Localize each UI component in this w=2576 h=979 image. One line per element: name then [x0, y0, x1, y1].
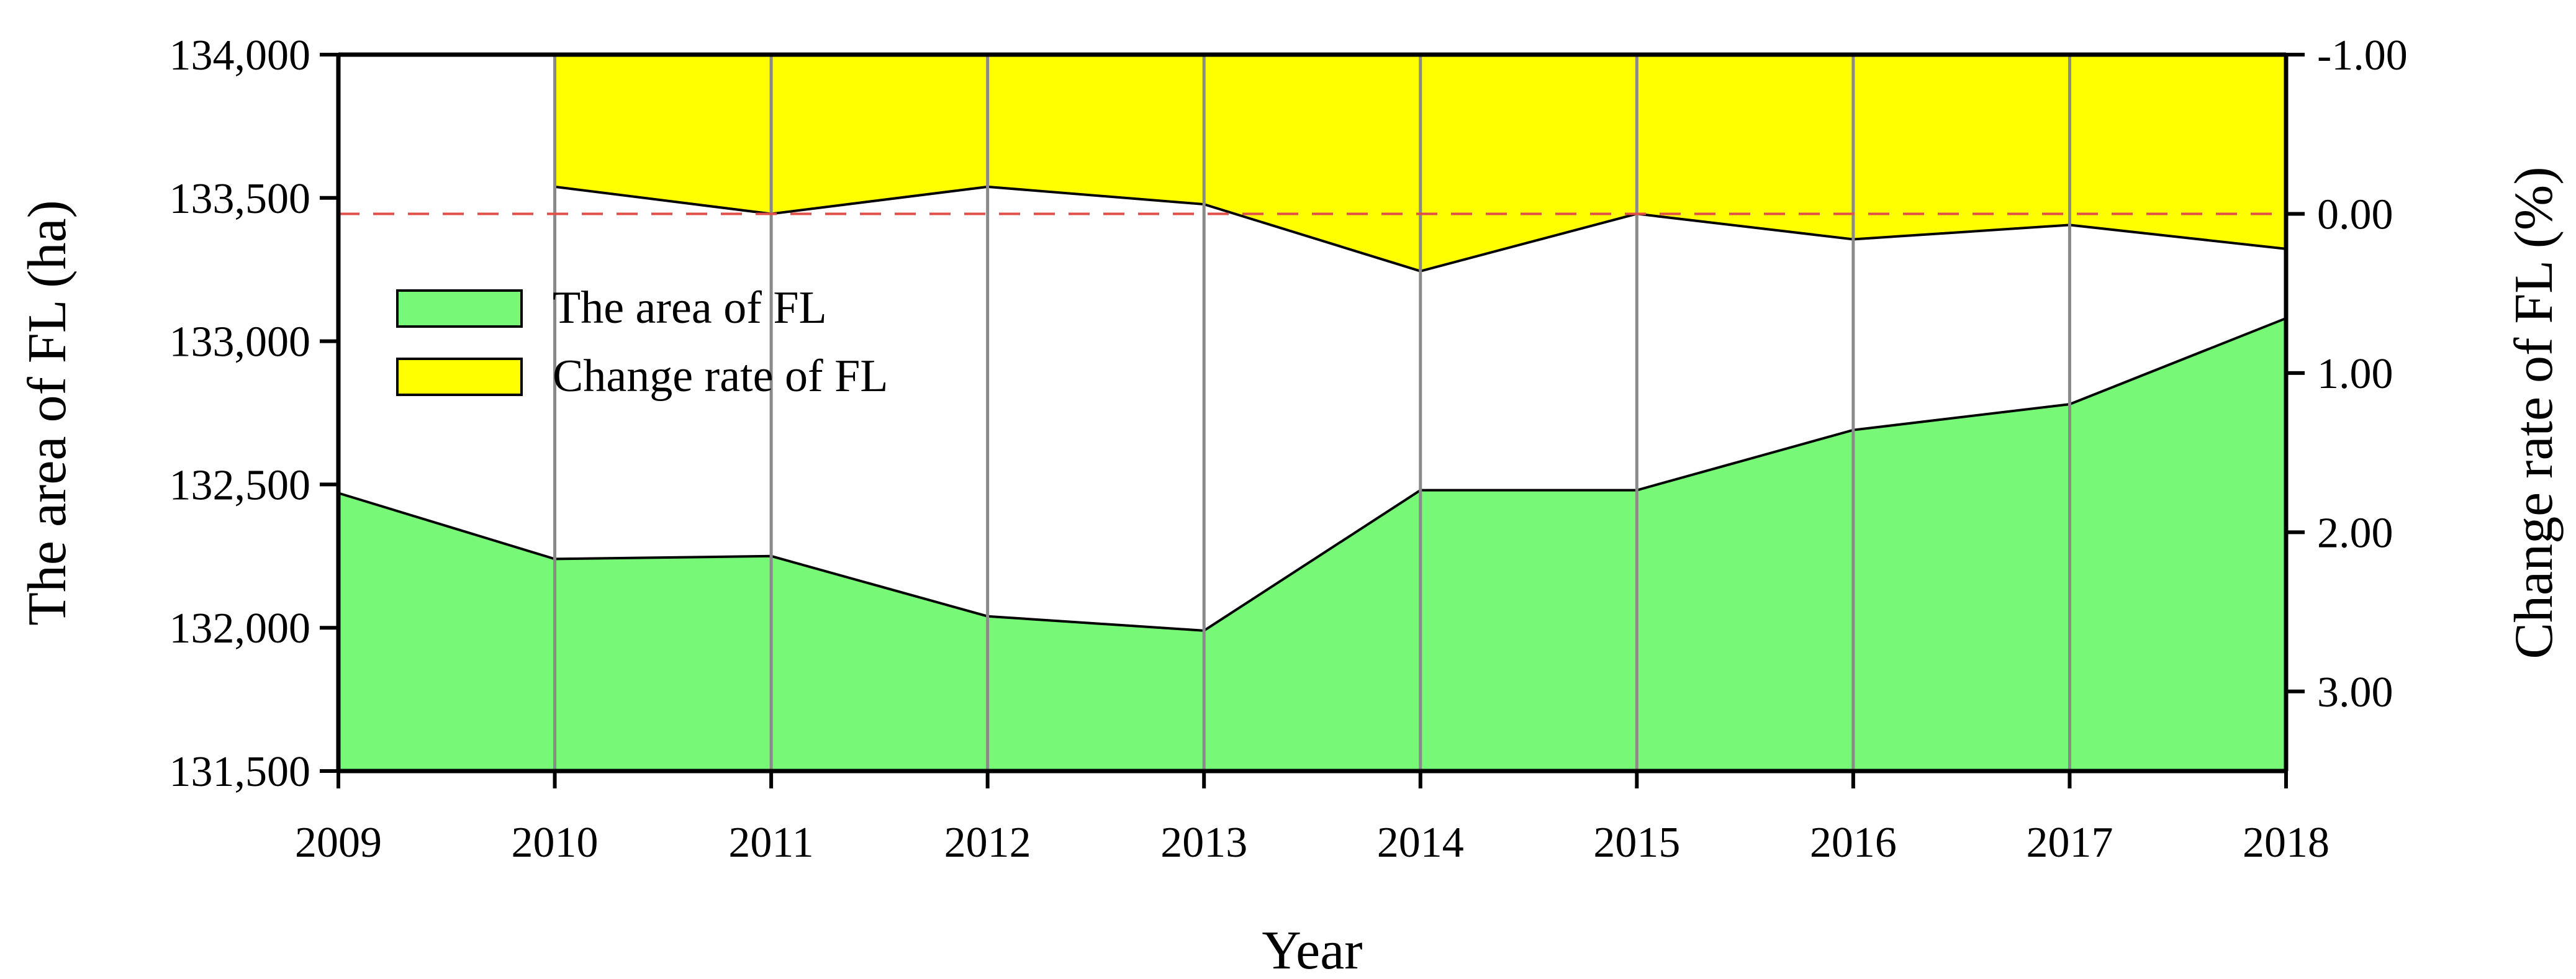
axes	[320, 52, 2305, 788]
y-left-tick-label: 132,500	[169, 461, 311, 509]
y-left-tick-label: 132,000	[169, 605, 311, 652]
y-axis-left-label: The area of FL (ha)	[17, 200, 78, 626]
legend: The area of FL Change rate of FL	[396, 282, 888, 402]
x-tick-label: 2012	[944, 819, 1031, 867]
y-right-tick-label: 1.00	[2317, 350, 2393, 398]
x-tick-label: 2014	[1377, 819, 1464, 867]
x-tick-label: 2013	[1160, 819, 1247, 867]
tick-labels: 131,500 132,000 132,500 133,000 133,500 134,0…	[169, 32, 2408, 867]
x-tick-label: 2010	[512, 819, 599, 867]
x-tick-label: 2011	[728, 819, 813, 867]
y-right-tick-label: -1.00	[2317, 32, 2408, 79]
x-tick-label: 2018	[2243, 819, 2330, 867]
legend-swatch-change-rate	[396, 358, 523, 396]
y-left-tick-label: 133,000	[169, 318, 311, 366]
y-left-tick-label: 133,500	[169, 175, 311, 223]
x-tick-label: 2009	[295, 819, 382, 867]
area-series-line	[338, 317, 2287, 632]
series-fills	[338, 55, 2287, 771]
legend-label-area: The area of FL	[553, 282, 827, 333]
x-axis-label: Year	[1262, 921, 1362, 979]
y-axis-right-label: Change rate of FL (%)	[2504, 166, 2564, 659]
area-series-fill	[338, 318, 2286, 771]
y-right-tick-label: 2.00	[2317, 509, 2393, 557]
x-tick-label: 2015	[1593, 819, 1680, 867]
x-tick-label: 2016	[1810, 819, 1897, 867]
y-left-tick-label: 131,500	[169, 748, 311, 796]
y-right-tick-label: 0.00	[2317, 191, 2393, 238]
legend-label-change-rate: Change rate of FL	[553, 351, 888, 402]
legend-swatch-area	[396, 289, 523, 328]
y-right-tick-label: 3.00	[2317, 669, 2393, 716]
change-rate-series-line	[553, 55, 2287, 273]
vertical-gridlines	[553, 55, 2071, 771]
x-tick-label: 2017	[2026, 819, 2113, 867]
y-left-tick-label: 134,000	[169, 32, 311, 79]
